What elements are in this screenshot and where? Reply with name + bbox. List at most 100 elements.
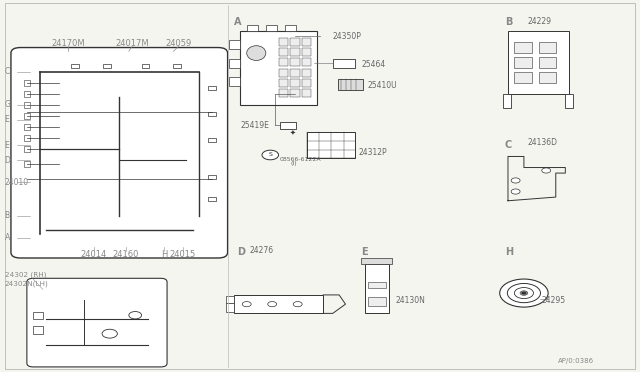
Text: 24350P: 24350P <box>333 32 362 41</box>
Text: B: B <box>505 17 512 27</box>
Text: 24059: 24059 <box>165 39 191 48</box>
Text: E: E <box>362 247 368 257</box>
Circle shape <box>102 329 117 338</box>
Bar <box>301 89 311 97</box>
Bar <box>290 89 300 97</box>
Text: E: E <box>4 115 10 124</box>
Bar <box>227 296 234 303</box>
Bar <box>72 64 79 68</box>
Text: 24010: 24010 <box>4 178 29 187</box>
Bar <box>209 112 216 116</box>
Bar <box>301 58 311 66</box>
Bar <box>515 57 532 68</box>
Text: 25419E: 25419E <box>241 121 269 129</box>
Text: AP/0:0386: AP/0:0386 <box>558 358 594 365</box>
Text: 24015: 24015 <box>170 250 196 259</box>
Bar <box>209 138 216 142</box>
Bar <box>24 147 30 152</box>
Text: D: D <box>4 155 10 165</box>
Bar <box>362 258 392 263</box>
Bar <box>290 58 300 66</box>
Text: 24014: 24014 <box>81 250 107 259</box>
Text: B: B <box>4 211 10 220</box>
Text: 24312P: 24312P <box>358 148 387 157</box>
FancyBboxPatch shape <box>27 278 167 367</box>
Bar <box>209 86 216 90</box>
Circle shape <box>262 150 278 160</box>
Bar <box>565 94 573 109</box>
Text: C: C <box>505 140 512 150</box>
Bar <box>290 79 300 87</box>
Text: 24302N(LH): 24302N(LH) <box>4 280 49 287</box>
Circle shape <box>500 279 548 307</box>
Bar <box>24 135 30 141</box>
Text: 08566-6122A: 08566-6122A <box>280 157 321 161</box>
Bar <box>301 68 311 77</box>
Text: 24130N: 24130N <box>395 296 425 305</box>
Circle shape <box>293 302 302 307</box>
Bar <box>280 122 296 129</box>
Bar <box>24 102 30 108</box>
Bar <box>227 304 234 311</box>
Circle shape <box>515 288 534 299</box>
Bar <box>278 89 288 97</box>
Text: C: C <box>4 67 10 76</box>
Text: A: A <box>234 17 241 27</box>
Bar <box>173 64 181 68</box>
Text: A: A <box>4 233 10 242</box>
Bar <box>503 94 511 109</box>
Text: H: H <box>505 247 513 257</box>
Bar <box>290 48 300 56</box>
Bar <box>229 40 241 49</box>
Circle shape <box>522 292 527 295</box>
Text: 24276: 24276 <box>250 246 274 255</box>
Bar <box>24 124 30 130</box>
Bar <box>539 71 556 83</box>
Bar <box>365 263 389 313</box>
Bar <box>209 175 216 179</box>
Bar <box>368 282 386 288</box>
Circle shape <box>541 168 550 173</box>
Text: 24170M: 24170M <box>51 39 85 48</box>
Bar <box>333 59 355 68</box>
Bar <box>246 25 258 31</box>
Text: H: H <box>161 250 167 259</box>
Bar <box>278 48 288 56</box>
Text: E: E <box>4 141 10 150</box>
Bar <box>301 48 311 56</box>
Text: 25464: 25464 <box>362 60 386 69</box>
Bar <box>266 25 277 31</box>
Ellipse shape <box>246 46 266 61</box>
Bar <box>229 77 241 86</box>
Bar <box>338 79 364 90</box>
Circle shape <box>243 302 251 307</box>
Bar <box>539 57 556 68</box>
Circle shape <box>268 302 276 307</box>
Bar <box>33 311 43 319</box>
Bar <box>241 31 317 105</box>
Bar <box>285 25 296 31</box>
Bar <box>301 38 311 46</box>
Circle shape <box>511 178 520 183</box>
Text: 25410U: 25410U <box>368 81 397 90</box>
Text: 24136D: 24136D <box>527 138 557 147</box>
Bar <box>307 132 355 158</box>
Bar <box>278 68 288 77</box>
Bar <box>229 59 241 68</box>
Bar <box>515 71 532 83</box>
Bar <box>33 326 43 334</box>
Bar <box>508 31 568 94</box>
Text: 24229: 24229 <box>527 17 551 26</box>
Text: ✦: ✦ <box>290 129 296 135</box>
Bar <box>301 79 311 87</box>
Bar <box>24 91 30 97</box>
Bar <box>24 161 30 167</box>
Bar <box>290 38 300 46</box>
Text: S: S <box>268 153 272 157</box>
Bar <box>141 64 149 68</box>
Bar <box>24 113 30 119</box>
Bar <box>103 64 111 68</box>
Text: 24160: 24160 <box>113 250 139 259</box>
Text: 24017M: 24017M <box>115 39 149 48</box>
Bar <box>539 42 556 53</box>
